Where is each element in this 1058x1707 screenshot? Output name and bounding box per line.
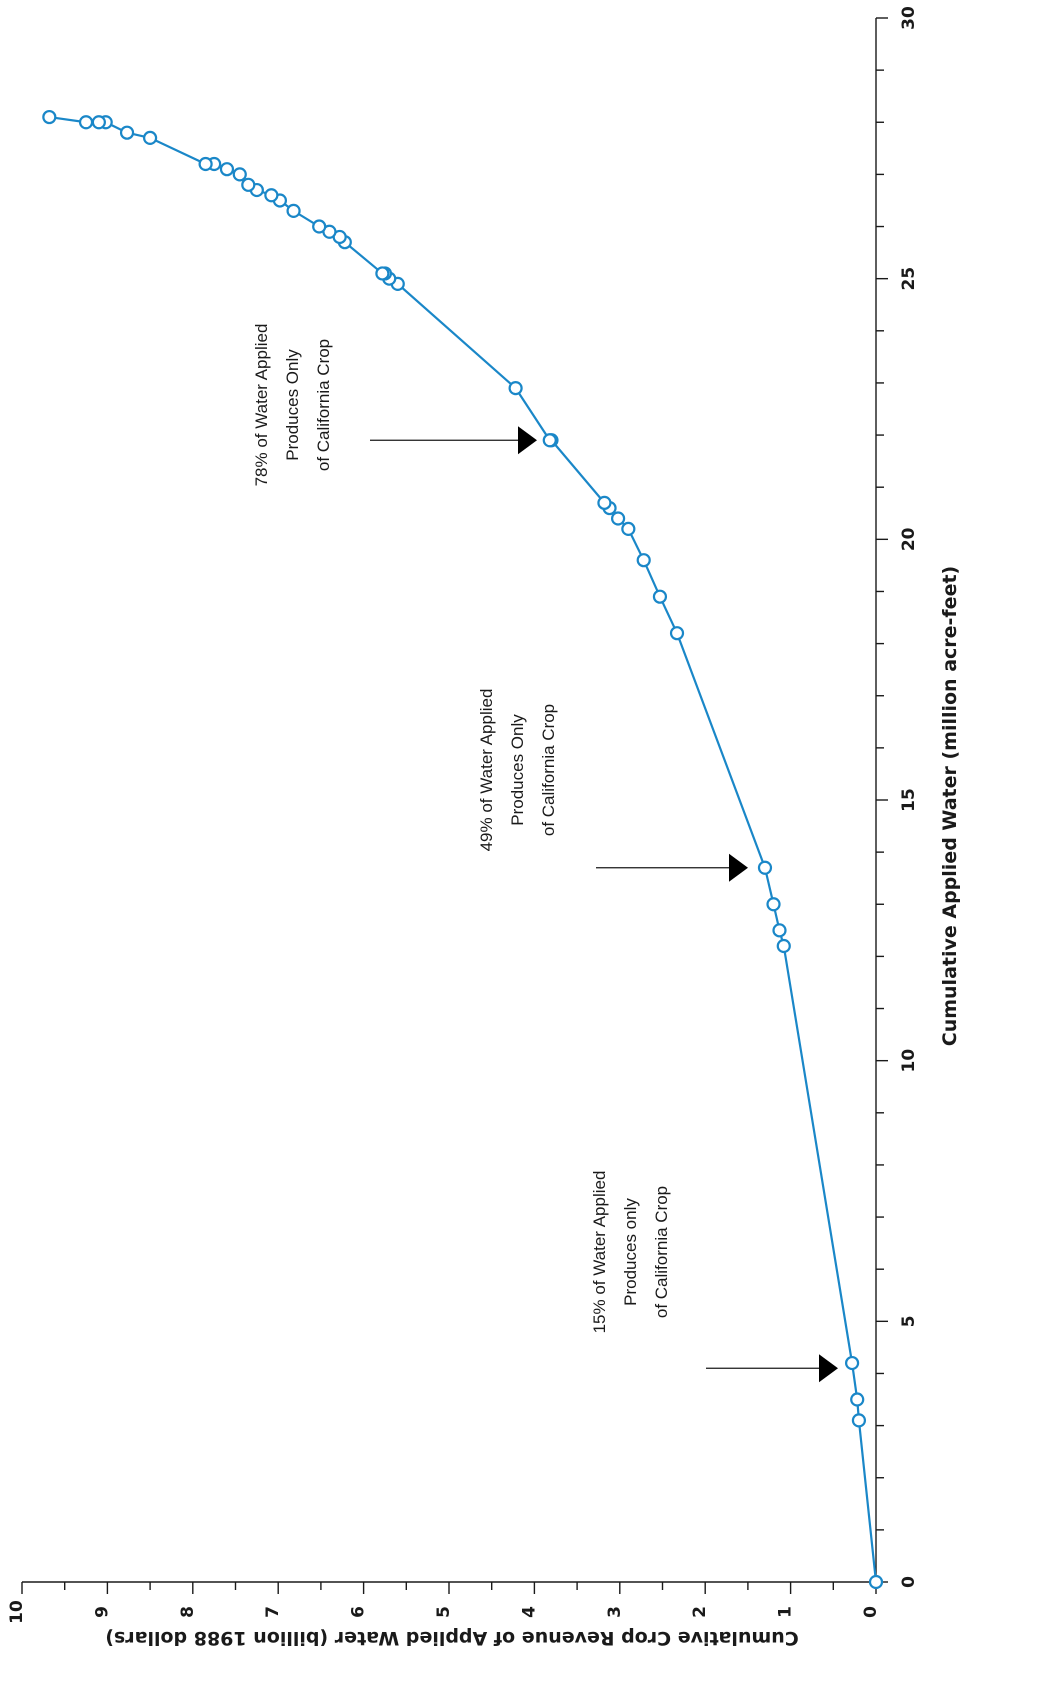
data-point — [542, 433, 557, 448]
data-point — [621, 521, 636, 537]
data-point — [241, 177, 256, 192]
annotation: 78% of Water Applied Produces Only of Cali… — [252, 324, 537, 487]
y-axis-title: Cumulative Crop Revenue of Applied Water… — [105, 1627, 798, 1649]
data-point — [766, 897, 781, 912]
annotation-line: 15% of Water Applied — [590, 1171, 609, 1334]
data-point — [91, 115, 106, 130]
data-point — [198, 156, 213, 172]
data-point — [851, 1413, 867, 1428]
data-point — [232, 167, 247, 182]
x-tick-label: 20 — [899, 527, 919, 551]
data-point — [286, 203, 301, 218]
annotation: 15% of Water Applied Produces only of Cali… — [590, 1171, 838, 1383]
x-axis-ticks: 0 5 10 15 20 25 30 — [876, 6, 919, 1588]
data-point — [669, 626, 685, 641]
data-point — [597, 495, 612, 510]
x-tick-label: 15 — [899, 788, 919, 812]
annotation-text: 49% of Water Applied Produces Only of Cali… — [477, 689, 558, 852]
y-tick-label: 2 — [690, 1606, 710, 1618]
data-point — [264, 188, 279, 203]
data-point — [219, 162, 235, 177]
data-point — [610, 511, 626, 526]
x-tick-label: 5 — [899, 1315, 919, 1327]
annotations: 15% of Water Applied Produces only of Cali… — [252, 324, 838, 1383]
series-line — [49, 115, 878, 1583]
y-axis-ticks: 0 1 2 3 4 5 6 7 8 9 10 — [7, 1582, 881, 1624]
annotation-line: of California Crop — [314, 339, 333, 471]
data-point — [776, 938, 791, 954]
annotation-arrowhead — [518, 426, 537, 455]
annotation: 49% of Water Applied Produces Only of Cali… — [477, 689, 748, 882]
annotation-arrowhead — [819, 1354, 838, 1383]
y-tick-label: 5 — [434, 1606, 454, 1618]
annotation-arrowhead — [729, 853, 748, 882]
data-point — [868, 1574, 884, 1590]
data-point — [636, 553, 651, 568]
data-point — [508, 381, 523, 396]
data-point — [119, 125, 135, 140]
x-tick-label: 30 — [899, 6, 919, 30]
y-tick-label: 4 — [519, 1606, 539, 1618]
y-tick-label: 6 — [349, 1606, 369, 1618]
annotation-line: Produces only — [621, 1198, 640, 1306]
y-tick-label: 7 — [263, 1606, 283, 1618]
annotation-line: Produces Only — [508, 714, 527, 826]
annotation-text: 15% of Water Applied Produces only of Cali… — [590, 1171, 671, 1334]
data-point — [757, 860, 773, 875]
data-point — [844, 1355, 860, 1371]
data-point — [375, 266, 390, 281]
series-group — [42, 109, 884, 1590]
y-tick-label: 3 — [605, 1606, 625, 1618]
x-tick-label: 0 — [899, 1576, 919, 1588]
y-tick-label: 10 — [7, 1600, 27, 1624]
data-point — [42, 109, 57, 125]
data-point — [652, 589, 668, 604]
data-point — [850, 1392, 865, 1407]
x-axis-title: Cumulative Applied Water (million acre-f… — [939, 566, 961, 1046]
y-tick-label: 0 — [861, 1606, 881, 1618]
data-point — [772, 923, 787, 938]
annotation-line: of California Crop — [539, 704, 558, 836]
annotation-line: of California Crop — [652, 1186, 671, 1318]
annotation-line: 78% of Water Applied — [252, 324, 271, 487]
x-tick-label: 25 — [899, 267, 919, 291]
y-tick-label: 8 — [178, 1606, 198, 1618]
y-tick-label: 9 — [92, 1606, 112, 1618]
annotation-line: 49% of Water Applied — [477, 689, 496, 852]
y-tick-label: 1 — [776, 1606, 796, 1618]
data-point — [312, 219, 327, 234]
x-tick-label: 10 — [899, 1049, 919, 1073]
data-point — [143, 130, 158, 146]
annotation-text: 78% of Water Applied Produces Only of Cali… — [252, 324, 333, 487]
data-point — [78, 115, 94, 130]
annotation-line: Produces Only — [283, 349, 302, 461]
